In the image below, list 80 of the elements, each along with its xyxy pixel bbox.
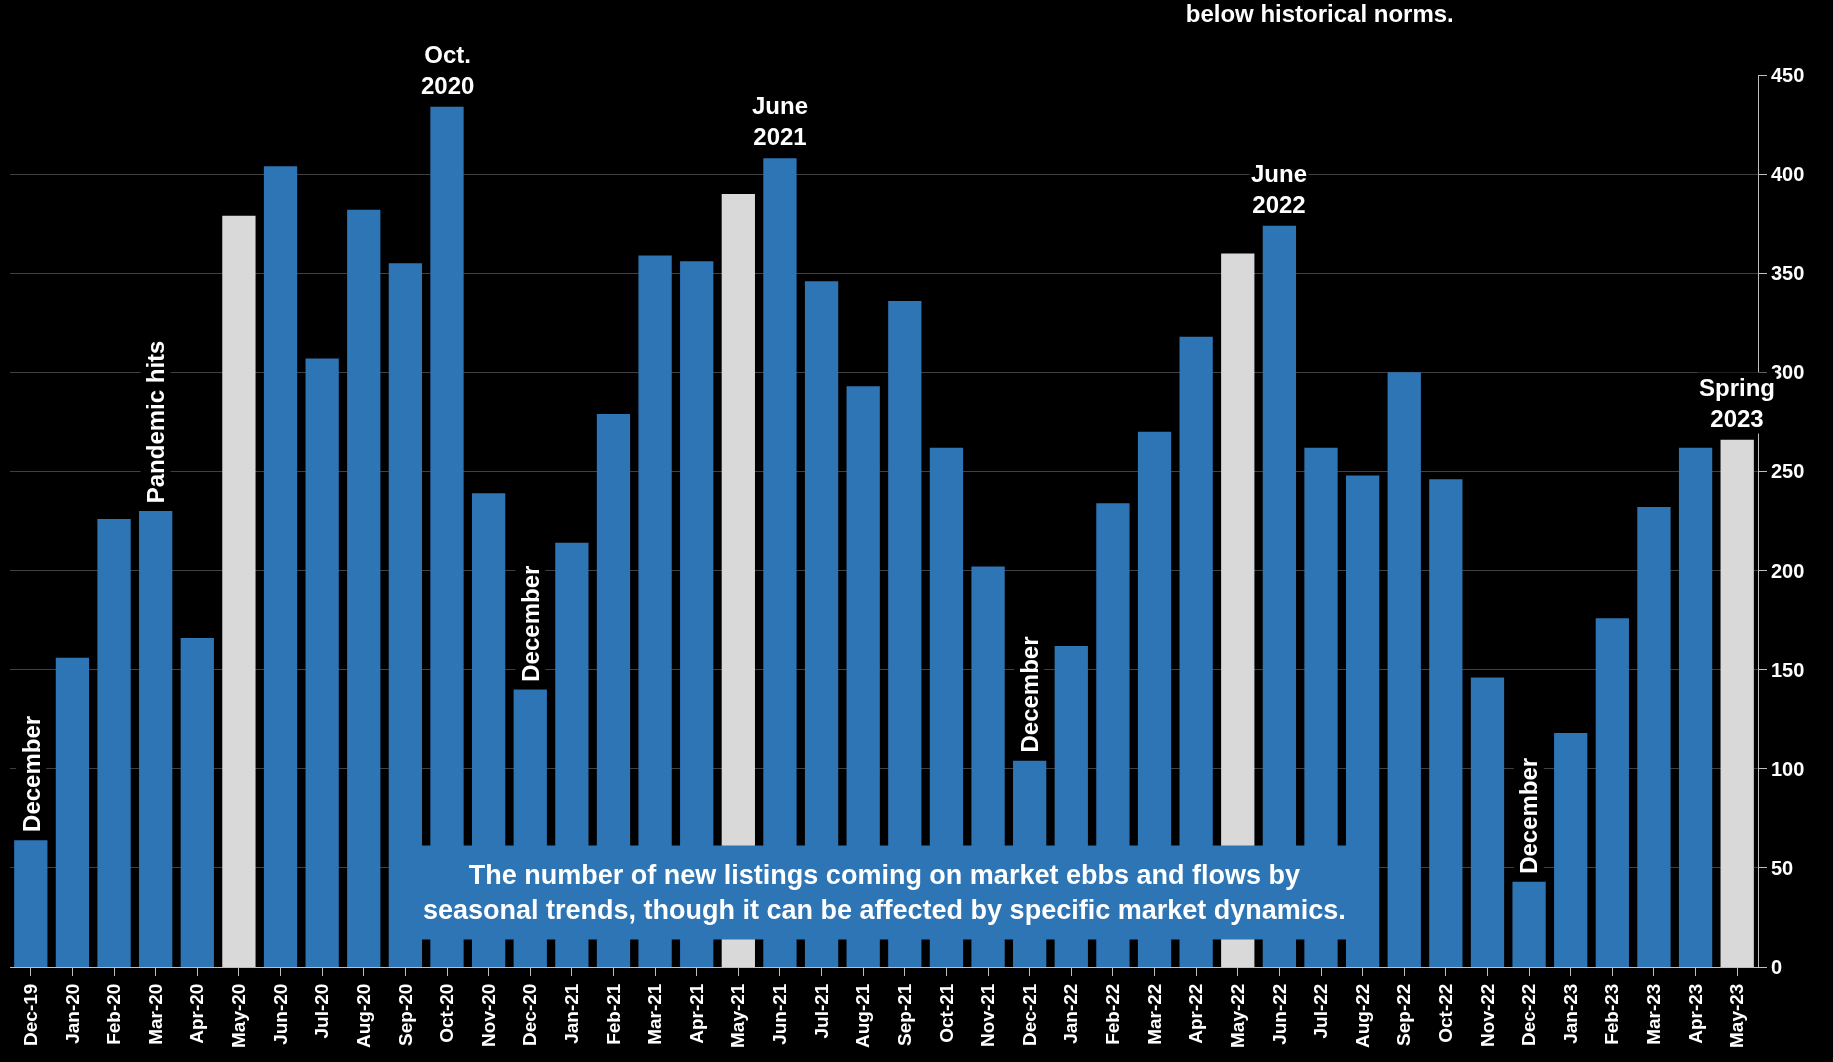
x-tick-label: Aug-21 — [852, 983, 874, 1049]
x-tick-label: Mar-21 — [644, 983, 666, 1045]
x-tick-label: May-20 — [228, 983, 250, 1049]
x-tick-label: Dec-21 — [1018, 983, 1040, 1046]
annotation: Pandemic hits — [142, 340, 170, 504]
bar — [347, 209, 381, 967]
x-tick-label: Jan-22 — [1060, 983, 1082, 1044]
x-tick-label: Feb-23 — [1601, 983, 1623, 1045]
x-tick-label: Sep-22 — [1393, 983, 1415, 1046]
y-tick-label: 150 — [1771, 658, 1805, 681]
bar — [1512, 881, 1546, 967]
bar — [97, 519, 131, 967]
bar — [1470, 677, 1505, 967]
x-tick-label: Jul-21 — [810, 983, 832, 1039]
bar — [1637, 507, 1671, 967]
bar — [14, 840, 48, 967]
x-tick-label: Oct-21 — [935, 983, 957, 1043]
x-tick-label: Apr-23 — [1684, 983, 1706, 1044]
x-tick-label: Dec-22 — [1518, 983, 1540, 1046]
x-tick-label: Aug-22 — [1351, 983, 1373, 1049]
bar — [1554, 733, 1588, 967]
x-tick-label: Dec-19 — [19, 983, 41, 1046]
y-tick-label: 450 — [1771, 64, 1805, 86]
annotation: December — [17, 715, 45, 832]
x-tick-label: Jun-21 — [769, 983, 791, 1045]
x-tick-label: Oct-22 — [1435, 983, 1457, 1043]
x-tick-label: Jan-20 — [61, 983, 83, 1044]
bar — [1720, 439, 1754, 967]
annotation: December — [516, 565, 544, 682]
bar — [180, 637, 214, 967]
x-tick-label: Sep-20 — [394, 983, 416, 1046]
y-tick-label: 400 — [1771, 163, 1805, 186]
x-tick-label: Mar-23 — [1643, 983, 1665, 1045]
bar — [305, 358, 339, 967]
x-tick-label: Jun-22 — [1268, 983, 1290, 1045]
x-tick-label: Sep-21 — [893, 983, 915, 1046]
x-tick-label: Nov-20 — [477, 983, 499, 1047]
y-tick-label: 100 — [1771, 757, 1805, 780]
bar — [139, 511, 173, 967]
annotation: Spring 2023 — [1699, 374, 1775, 433]
bar — [222, 215, 256, 967]
y-tick-label: 50 — [1771, 856, 1794, 879]
x-tick-label: Nov-21 — [977, 983, 999, 1047]
bar — [55, 657, 90, 967]
annotation: The number of new listings coming on market ebbs and flows by seasonal trends, though it can be affected by specific market dynamics. — [423, 860, 1346, 926]
annotation: Oct. 2020 — [421, 41, 475, 100]
x-tick-label: Jun-20 — [269, 983, 291, 1045]
y-tick-label: 350 — [1771, 262, 1805, 285]
x-tick-label: Jul-20 — [311, 983, 333, 1039]
x-tick-label: Jan-21 — [561, 983, 583, 1044]
bar — [1429, 479, 1463, 967]
annotation: December — [1515, 757, 1543, 874]
x-tick-label: Nov-22 — [1476, 983, 1498, 1047]
x-tick-label: Aug-20 — [352, 983, 374, 1049]
x-tick-label: Apr-20 — [186, 983, 208, 1044]
x-tick-label: May-23 — [1726, 983, 1748, 1049]
y-tick-label: 0 — [1771, 956, 1783, 978]
x-tick-label: Apr-21 — [685, 983, 707, 1044]
annotation: December — [1015, 636, 1043, 753]
x-tick-label: Jul-22 — [1310, 983, 1332, 1039]
x-tick-label: Dec-20 — [519, 983, 541, 1046]
y-tick-label: 250 — [1771, 460, 1805, 483]
x-tick-label: Mar-20 — [144, 983, 166, 1045]
x-tick-label: Oct-20 — [436, 983, 458, 1043]
x-tick-label: Jan-23 — [1559, 983, 1581, 1044]
x-tick-label: Mar-22 — [1143, 983, 1165, 1045]
x-tick-label: Feb-22 — [1102, 983, 1124, 1045]
x-tick-label: Feb-21 — [602, 983, 624, 1045]
annotation: June 2022 — [1251, 160, 1308, 219]
bar — [1387, 372, 1421, 967]
x-tick-label: May-22 — [1226, 983, 1248, 1049]
annotation: June 2021 — [752, 92, 809, 151]
chart-title: below historical norms. — [1185, 0, 1454, 28]
bar — [1595, 618, 1629, 967]
x-tick-label: Apr-22 — [1185, 983, 1207, 1044]
x-tick-label: Feb-20 — [103, 983, 125, 1045]
bar — [263, 166, 298, 967]
bar — [1678, 447, 1713, 967]
x-tick-label: May-21 — [727, 983, 749, 1049]
y-tick-label: 200 — [1771, 559, 1805, 582]
